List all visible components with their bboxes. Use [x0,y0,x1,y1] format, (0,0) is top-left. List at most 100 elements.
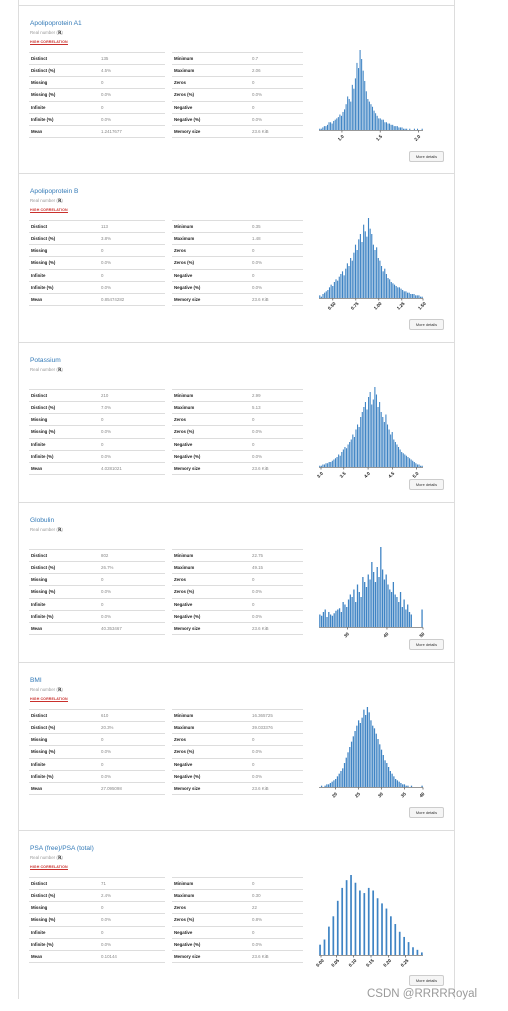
histogram-bar [385,908,388,955]
histogram-bar [362,577,364,627]
variable-name[interactable]: Potassium [30,357,61,364]
histogram-bar [372,725,374,787]
stat-row: Maximum 39.033376 [172,721,303,734]
histogram-bar [344,109,346,130]
more-details-button[interactable]: More details [409,151,444,162]
histogram-bar [374,582,377,627]
histogram-bar [330,122,332,130]
histogram-bar [408,292,410,298]
histogram-bar [389,771,391,787]
stat-row: Zeros (%) 0.0% [172,88,303,102]
histogram-bar [325,463,327,467]
stat-value: 0.0% [99,745,165,759]
histogram-bar [389,589,391,627]
stat-row: Missing 0 [29,76,165,89]
histogram-bar [371,562,373,627]
histogram-bar [386,763,388,787]
stat-row: Distinct 113 [29,219,165,233]
stat-label: Minimum [172,548,250,562]
watermark: CSDN @RRRRRoyal [367,988,478,1000]
more-details-button[interactable]: More details [409,807,444,818]
histogram-bar [404,128,406,130]
stat-value: 2.06 [250,64,303,77]
variable-name[interactable]: Apolipoprotein A1 [30,20,82,27]
histogram-bar [369,228,371,298]
histogram-bar [328,612,330,627]
histogram-bar [398,287,400,298]
histogram-bar [372,572,375,627]
x-tick-label: 5.0 [412,471,420,479]
more-details-button[interactable]: More details [409,975,444,986]
stat-value: 0 [99,244,165,257]
histogram-bar [324,292,326,298]
histogram-bar [362,70,364,130]
stat-label: Infinite (%) [29,769,99,783]
stat-row: Distinct (%) 26.7% [29,561,165,574]
x-tick-label: 1.00 [373,301,383,311]
stats-table-left: Distinct 610 Distinct (%) 20.3% Missing 0 Miss… [29,708,165,795]
histogram-bar [356,725,358,787]
stat-row: Missing (%) 0.0% [29,88,165,102]
histogram-bar [373,728,376,787]
stat-row: Missing 0 [29,573,165,586]
stats-table-right: Minimum 16.365725 Maximum 39.033376 Zeros 0 Ze… [172,708,303,795]
histogram-bar [361,242,363,298]
histogram-bar [419,296,422,298]
histogram-chart: 0.00 0.05 0.10 0.15 0.20 0.25 [315,875,423,968]
stat-label: Zeros [172,76,250,89]
histogram-bar [337,609,339,627]
histogram-bar [358,68,360,130]
x-tick-label: 1.25 [396,301,406,311]
histogram-bar [395,286,397,298]
variable-name[interactable]: BMI [30,677,42,684]
histogram-bar [371,106,374,130]
stat-row: Memory size 23.6 KiB [172,621,303,635]
variable-name[interactable]: Apolipoprotein B [30,188,79,195]
x-tick-label: 50 [418,631,425,638]
stat-label: Negative [172,268,250,282]
histogram-bar [411,294,413,298]
histogram-bar [372,244,374,298]
histogram-bar [360,597,362,627]
stat-label: Minimum [172,219,250,233]
variable-section: Apolipoprotein A1 Real number (ℝ) HIGH COR… [19,5,454,173]
histogram-bar [399,127,401,130]
histogram-bar [319,944,321,955]
stat-value: 0.0% [250,280,303,294]
histogram-bar [347,96,349,130]
histogram-bar [340,274,342,298]
histogram-bar [401,607,403,627]
histogram-bar [412,460,414,467]
histogram-bar [407,604,409,627]
histogram-bar [386,424,389,467]
histogram-bar [338,276,340,298]
histogram-bar [389,123,391,130]
stat-label: Distinct (%) [29,889,99,902]
histogram-bar [400,288,402,298]
histogram-bar [335,610,337,627]
more-details-button[interactable]: More details [409,479,444,490]
stat-label: Infinite [29,100,99,114]
stat-value: 0 [250,268,303,282]
histogram-bar [382,271,384,298]
x-tick-label: 35 [400,791,407,798]
histogram-bar [383,579,386,627]
histogram-bar [319,614,321,627]
histogram-bar [332,916,335,955]
histogram-bar [394,924,397,955]
variable-name[interactable]: PSA (free)/PSA (total) [30,845,94,852]
stat-value: 0 [99,925,165,939]
stat-row: Memory size 23.6 KiB [172,781,303,795]
histogram-bar [380,547,382,627]
stat-value: 0.0% [250,745,303,759]
stat-label: Maximum [172,561,250,574]
histogram-bar [358,592,360,627]
histogram-bar [328,926,330,955]
histogram-bar [341,887,344,955]
stat-value: 1.2417677 [99,124,165,138]
more-details-button[interactable]: More details [409,319,444,330]
stat-row: Zeros 22 [172,901,303,914]
variable-name[interactable]: Globulin [30,517,55,524]
more-details-button[interactable]: More details [409,639,444,650]
x-tick-label: 1.0 [337,134,345,142]
